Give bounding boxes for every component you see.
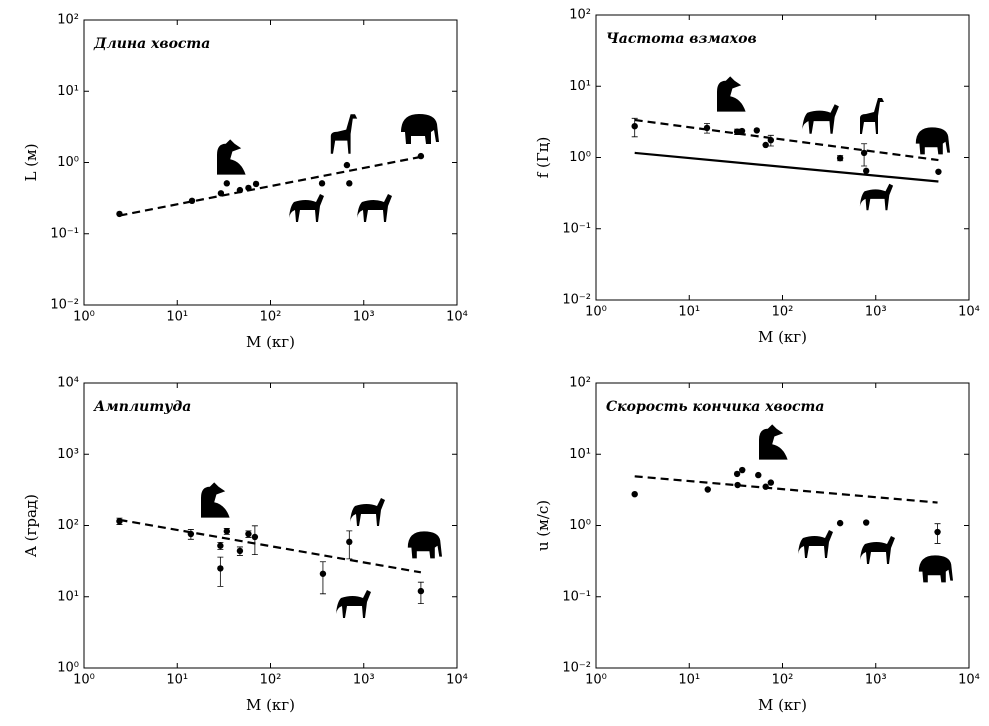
data-point <box>733 470 741 478</box>
data-point <box>223 180 231 187</box>
data-point <box>318 180 326 187</box>
y-tick-label: 10⁻¹ <box>50 226 79 241</box>
x-tick-label: 10² <box>772 673 794 688</box>
data-point <box>631 122 638 130</box>
y-tick-label: 10⁻¹ <box>562 589 591 604</box>
data-point <box>704 486 711 493</box>
y-tick-label: 10⁰ <box>569 150 591 165</box>
y-tick-label: 10⁰ <box>57 661 79 676</box>
y-tick-label: 10² <box>57 518 79 533</box>
plot-frame <box>595 382 970 669</box>
x-tick-label: 10⁴ <box>446 673 468 688</box>
y-tick-label: 10³ <box>57 447 79 462</box>
y-tick-label: 10⁻² <box>562 293 591 308</box>
x-tick-label: 10⁴ <box>958 673 980 688</box>
plot-frame <box>83 382 458 669</box>
x-tick-label: 10³ <box>865 305 887 320</box>
x-tick-label: 10¹ <box>678 673 700 688</box>
y-axis-label: A (град) <box>22 494 40 558</box>
x-tick-label: 10⁰ <box>585 305 607 320</box>
data-point <box>236 547 244 555</box>
data-point <box>734 481 741 489</box>
data-point <box>217 542 224 549</box>
data-point <box>251 533 259 541</box>
x-axis-label: M (кг) <box>758 328 807 346</box>
data-point <box>319 570 327 577</box>
x-tick-label: 10³ <box>353 673 375 688</box>
x-tick-label: 10⁴ <box>958 305 980 320</box>
panel: 10⁰ 10¹ 10² 10³ 10⁴ 10⁻² 10⁻¹ 10⁰ 10¹ 10² Скорость… <box>534 376 980 715</box>
panel: 10⁰ 10¹ 10² 10³ 10⁴ 10⁻² 10⁻¹ 10⁰ 10¹ 10² Длина хв… <box>22 13 468 352</box>
data-point <box>417 587 425 595</box>
y-tick-label: 10⁻¹ <box>562 221 591 236</box>
data-point <box>863 167 870 175</box>
x-tick-label: 10⁴ <box>446 310 468 325</box>
y-tick-label: 10⁰ <box>57 155 79 170</box>
error-bar <box>319 561 326 595</box>
data-point <box>631 490 638 498</box>
x-tick-label: 10² <box>772 305 794 320</box>
fit-line <box>119 518 422 574</box>
data-point <box>863 519 870 526</box>
data-point <box>245 530 252 538</box>
y-axis-label: u (м/с) <box>534 500 552 551</box>
chart-title: Частота взмахов <box>606 31 757 47</box>
data-point <box>346 538 353 546</box>
y-tick-label: 10⁰ <box>569 518 591 533</box>
data-point <box>836 519 844 527</box>
x-tick-label: 10³ <box>353 310 375 325</box>
x-axis-label: M (кг) <box>246 333 295 351</box>
x-tick-label: 10² <box>260 673 282 688</box>
data-point <box>836 154 844 162</box>
y-tick-label: 10¹ <box>57 589 79 604</box>
error-bar <box>217 556 224 587</box>
y-tick-label: 10¹ <box>569 447 591 462</box>
data-point <box>762 141 769 149</box>
y-tick-label: 10⁻² <box>562 661 591 676</box>
y-tick-label: 10² <box>569 376 591 391</box>
x-tick-label: 10¹ <box>166 310 188 325</box>
chart-title: Скорость кончика хвоста <box>606 399 824 415</box>
data-point <box>753 127 760 134</box>
y-tick-label: 10⁴ <box>57 376 79 391</box>
data-point <box>860 149 868 157</box>
data-point <box>346 180 353 187</box>
y-tick-label: 10² <box>569 8 591 23</box>
data-point <box>343 161 351 169</box>
x-tick-label: 10⁰ <box>73 673 95 688</box>
data-point <box>755 471 762 479</box>
error-bar <box>251 525 258 556</box>
x-axis-label: M (кг) <box>758 696 807 714</box>
y-tick-label: 10² <box>57 13 79 28</box>
fit-line <box>634 475 938 504</box>
y-tick-label: 10¹ <box>569 79 591 94</box>
data-point <box>738 127 746 135</box>
x-tick-label: 10⁰ <box>73 310 95 325</box>
x-tick-label: 10¹ <box>678 305 700 320</box>
panel: 10⁰ 10¹ 10² 10³ 10⁴ 10⁰ 10¹ 10² 10³ 10⁴ Амплитуда M… <box>22 376 468 715</box>
x-tick-label: 10⁰ <box>585 673 607 688</box>
x-axis-label: M (кг) <box>246 696 295 714</box>
y-axis-label: L (м) <box>22 143 40 181</box>
chart-title: Амплитуда <box>93 399 191 415</box>
panel: 10⁰ 10¹ 10² 10³ 10⁴ 10⁻² 10⁻¹ 10⁰ 10¹ 10² Частота … <box>534 8 980 347</box>
fit-line <box>634 118 939 162</box>
data-point <box>767 479 775 486</box>
data-point <box>935 168 942 175</box>
y-axis-label: f (Гц) <box>534 137 552 179</box>
chart-title: Длина хвоста <box>93 36 210 52</box>
plot-frame <box>83 19 458 306</box>
data-point <box>934 528 941 536</box>
data-point <box>252 180 260 188</box>
data-point <box>223 528 231 535</box>
fit-line <box>634 151 939 183</box>
x-tick-label: 10³ <box>865 673 887 688</box>
x-tick-label: 10² <box>260 310 282 325</box>
y-tick-label: 10¹ <box>57 84 79 99</box>
y-tick-label: 10⁻² <box>50 298 79 313</box>
x-tick-label: 10¹ <box>166 673 188 688</box>
data-point <box>217 565 224 572</box>
data-point <box>739 466 746 474</box>
